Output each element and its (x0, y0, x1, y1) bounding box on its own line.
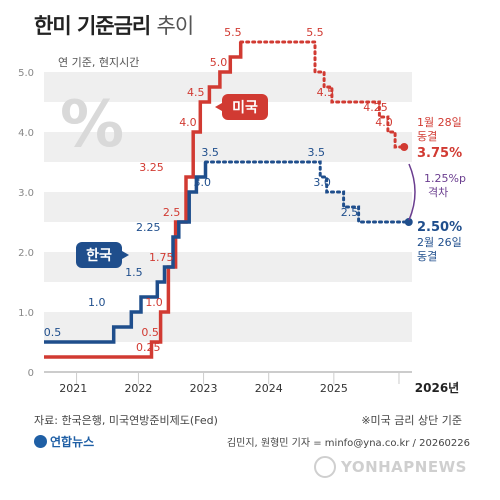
x-tick-label: 2024 (255, 382, 283, 395)
data-label-korea: 1.5 (125, 266, 143, 279)
data-label-us: 2.5 (163, 206, 181, 219)
data-label-us: 3.25 (139, 161, 164, 174)
data-label-korea: 3.0 (194, 176, 212, 189)
series-end-point-korea (404, 218, 413, 226)
us-end-date: 1월 28일 (417, 115, 462, 129)
us-end-value: 3.75% (417, 146, 462, 161)
data-label-korea: 3.5 (201, 146, 219, 159)
data-label-us: 5.5 (224, 26, 242, 39)
gap-label: 격차 (428, 186, 448, 199)
legend-label-us: 미국 (232, 100, 258, 116)
logo-icon (34, 435, 47, 448)
data-label-korea: 0.5 (44, 326, 62, 339)
y-tick-label: 4.0 (18, 128, 34, 139)
source-note: 자료: 한국은행, 미국연방준비제도(Fed) (34, 414, 218, 427)
korea-end-date: 2월 26일 (417, 235, 462, 249)
legend-tag-pointer-korea (122, 251, 129, 259)
background-band (44, 192, 412, 222)
page-title: 한미 기준금리 추이 (34, 10, 195, 40)
series-line-us-dotted (239, 40, 406, 149)
logo-text: 연합뉴스 (50, 435, 95, 449)
data-label-korea: 3.0 (313, 176, 331, 189)
series-line-korea (44, 162, 208, 344)
data-label-us: 4.5 (317, 86, 335, 99)
data-label-korea: 2.25 (136, 221, 161, 234)
title-bold: 한미 기준금리 (34, 14, 151, 38)
data-label-us: 4.25 (363, 101, 388, 114)
gap-value: 1.25%p (424, 172, 466, 185)
data-label-us: 5.5 (306, 26, 324, 39)
title-light: 추이 (156, 14, 195, 38)
background-band (44, 132, 412, 162)
watermark: YONHAPNEWS (314, 456, 467, 478)
x-tick-label: 2022 (124, 382, 152, 395)
background-band (44, 312, 412, 342)
x-tick-label: 2023 (190, 382, 218, 395)
data-label-us: 0.25 (136, 341, 161, 354)
y-tick-label: 5.0 (18, 68, 34, 79)
legend-tag-korea (76, 242, 122, 268)
gap-bracket (408, 163, 416, 221)
data-label-us: 4.0 (179, 116, 197, 129)
korea-end-value: 2.50% (417, 220, 462, 235)
series-line-us (44, 42, 243, 359)
yonhap-logo: 연합뉴스 (34, 433, 94, 450)
data-label-us: 4.5 (187, 86, 205, 99)
x-tick-label: 2026년 (415, 381, 459, 395)
data-label-us: 1.75 (149, 251, 174, 264)
y-tick-label: 1.0 (18, 308, 34, 319)
legend-tag-us (222, 94, 268, 120)
data-label-korea: 3.5 (308, 146, 326, 159)
legend-tag-pointer-us (215, 103, 222, 111)
watermark-text: YONHAPNEWS (341, 458, 467, 476)
data-label-korea: 1.0 (88, 296, 106, 309)
data-label-us: 4.0 (375, 116, 393, 129)
data-label-us: 1.0 (145, 296, 163, 309)
footnote: ※미국 금리 상단 기준 (361, 414, 462, 427)
data-label-us: 0.5 (141, 326, 159, 339)
korea-end-note: 동결 (417, 250, 437, 263)
unit-note: 연 기준, 현지시간 (58, 56, 140, 69)
data-label-korea: 2.5 (341, 206, 359, 219)
x-tick-label: 2025 (320, 382, 348, 395)
data-label-us: 5.0 (210, 56, 228, 69)
series-line-korea-dotted (204, 160, 411, 224)
credit-line: 김민지, 원형민 기자 = minfo@yna.co.kr / 20260226 (226, 438, 470, 449)
percent-decoration: % (60, 88, 124, 162)
y-tick-label: 3.0 (18, 188, 34, 199)
watermark-icon (314, 456, 336, 478)
x-tick-label: 2021 (59, 382, 87, 395)
y-tick-label: 0 (28, 368, 34, 379)
legend-label-korea: 한국 (86, 248, 112, 264)
us-end-note: 동결 (417, 130, 437, 143)
series-end-point-us (400, 143, 409, 151)
y-tick-label: 2.0 (18, 248, 34, 259)
